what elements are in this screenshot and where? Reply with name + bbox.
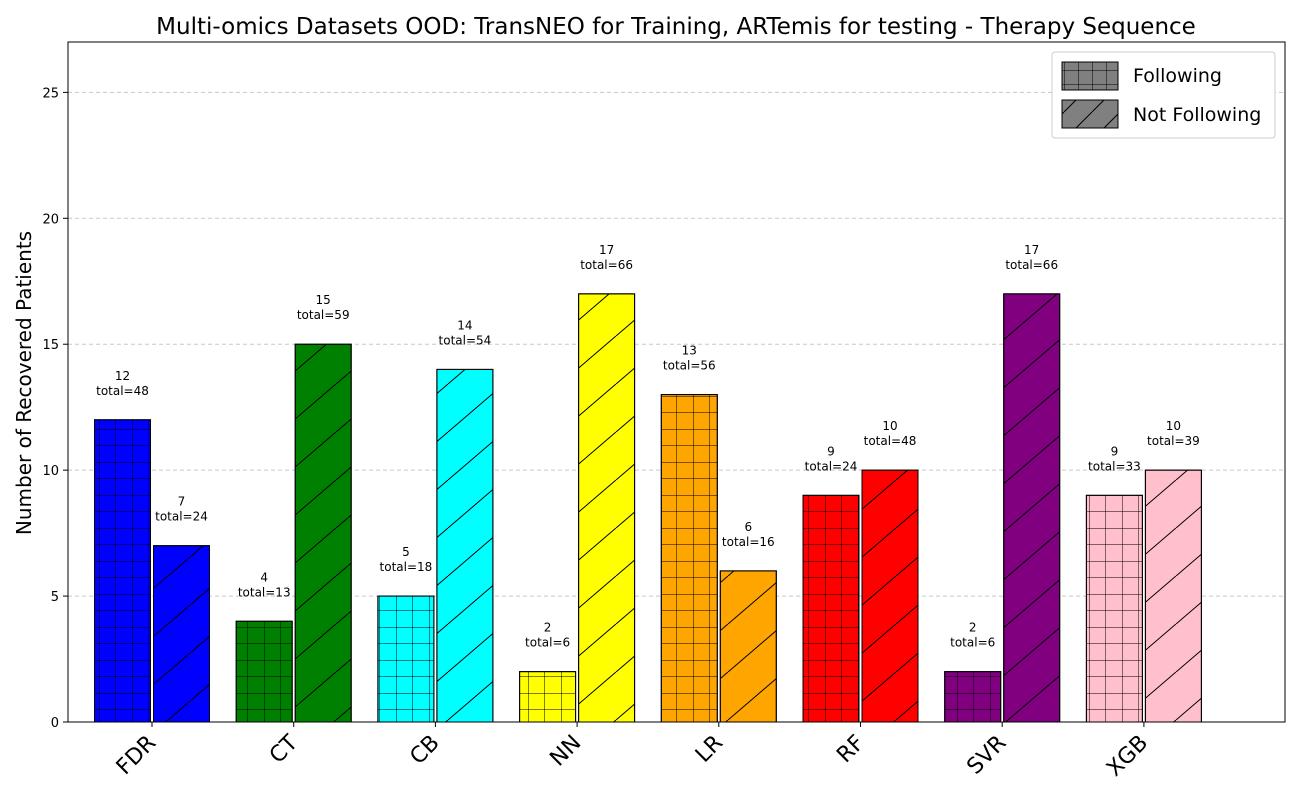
bar-fdr-not-following-total-label: total=24 (155, 510, 208, 524)
bar-cb-not-following-total-label: total=54 (439, 333, 492, 347)
y-tick-label-5: 5 (51, 590, 59, 605)
bar-xgb-following-total-label: total=33 (1088, 459, 1141, 473)
chart-title: Multi-omics Datasets OOD: TransNEO for T… (156, 14, 1196, 40)
bar-nn-not-following-value-label: 17 (599, 243, 614, 257)
bar-ct-not-following-total-label: total=59 (297, 308, 350, 322)
x-tick-label-fdr: FDR (112, 731, 161, 780)
bar-cb-following-hatch (377, 595, 435, 723)
bar-fdr-following-hatch (94, 419, 151, 723)
bar-fdr-not-following-hatch (153, 545, 210, 723)
bar-xgb-not-following-value-label: 10 (1166, 419, 1181, 433)
bar-svr-following-total-label: total=6 (950, 636, 995, 650)
y-tick-label-20: 20 (42, 212, 59, 227)
bar-labels: 12total=487total=244total=1315total=595t… (96, 243, 1200, 650)
bar-nn-following-total-label: total=6 (525, 636, 570, 650)
x-tick-label-nn: NN (545, 731, 586, 772)
legend: Following Not Following (1051, 51, 1276, 139)
plot-frame (67, 41, 1286, 723)
bar-xgb-following-hatch (1085, 494, 1143, 723)
y-tick-label-25: 25 (42, 86, 59, 101)
legend-swatch-not-following-hatch (1061, 99, 1119, 129)
bar-xgb-not-following-hatch (1144, 469, 1202, 723)
x-tick-label-cb: CB (405, 731, 444, 770)
x-tick-label-xgb: XGB (1102, 731, 1153, 782)
bar-fdr-following-value-label: 12 (115, 369, 130, 383)
bar-ct-following-total-label: total=13 (238, 585, 291, 599)
bar-nn-not-following-total-label: total=66 (580, 258, 633, 272)
x-tick-label-rf: RF (832, 731, 869, 768)
bar-nn-not-following-hatch (578, 293, 636, 723)
bar-svr-not-following-total-label: total=66 (1005, 258, 1058, 272)
bar-cb-following-value-label: 5 (402, 545, 410, 559)
bar-xgb-not-following-total-label: total=39 (1147, 434, 1200, 448)
bar-svr-not-following-hatch (1003, 293, 1061, 723)
bar-cb-not-following-value-label: 14 (457, 318, 472, 332)
y-tick-label-15: 15 (42, 338, 59, 353)
bar-cb-not-following-hatch (436, 368, 494, 723)
bar-rf-not-following-total-label: total=48 (864, 434, 917, 448)
bar-lr-following-value-label: 13 (682, 344, 697, 358)
y-tick-label-0: 0 (51, 716, 59, 731)
bar-ct-following-hatch (235, 620, 293, 723)
bar-ct-following-value-label: 4 (260, 570, 268, 584)
bar-ct-not-following-value-label: 15 (316, 293, 331, 307)
bar-svr-following-hatch (944, 671, 1002, 723)
y-axis-label: Number of Recovered Patients (12, 231, 36, 535)
x-tick-label-ct: CT (265, 730, 303, 768)
bar-lr-following-total-label: total=56 (663, 359, 716, 373)
y-tick-label-10: 10 (42, 464, 59, 479)
bar-rf-not-following-value-label: 10 (882, 419, 897, 433)
bar-cb-following-total-label: total=18 (380, 560, 433, 574)
legend-label-following: Following (1133, 65, 1222, 87)
bars (94, 293, 1202, 723)
bar-svr-not-following-value-label: 17 (1024, 243, 1039, 257)
bar-xgb-following-value-label: 9 (1111, 444, 1119, 458)
x-tick-label-lr: LR (691, 731, 728, 768)
legend-label-not-following: Not Following (1133, 104, 1261, 126)
bar-lr-not-following-hatch (719, 570, 777, 723)
bar-svr-following-value-label: 2 (969, 621, 977, 635)
bar-fdr-following-total-label: total=48 (96, 384, 149, 398)
bar-ct-not-following-hatch (294, 343, 352, 723)
x-tick-label-svr: SVR (962, 731, 1011, 780)
bar-rf-following-total-label: total=24 (805, 459, 858, 473)
legend-swatch-following-hatch (1061, 61, 1119, 91)
bar-nn-following-hatch (519, 671, 577, 723)
bar-rf-following-value-label: 9 (827, 444, 835, 458)
bar-lr-following-hatch (660, 394, 718, 723)
bar-rf-not-following-hatch (861, 469, 919, 723)
bar-lr-not-following-value-label: 6 (744, 520, 752, 534)
bar-lr-not-following-total-label: total=16 (722, 535, 775, 549)
bar-fdr-not-following-value-label: 7 (178, 495, 186, 509)
bar-nn-following-value-label: 2 (544, 621, 552, 635)
bar-rf-following-hatch (802, 494, 860, 723)
